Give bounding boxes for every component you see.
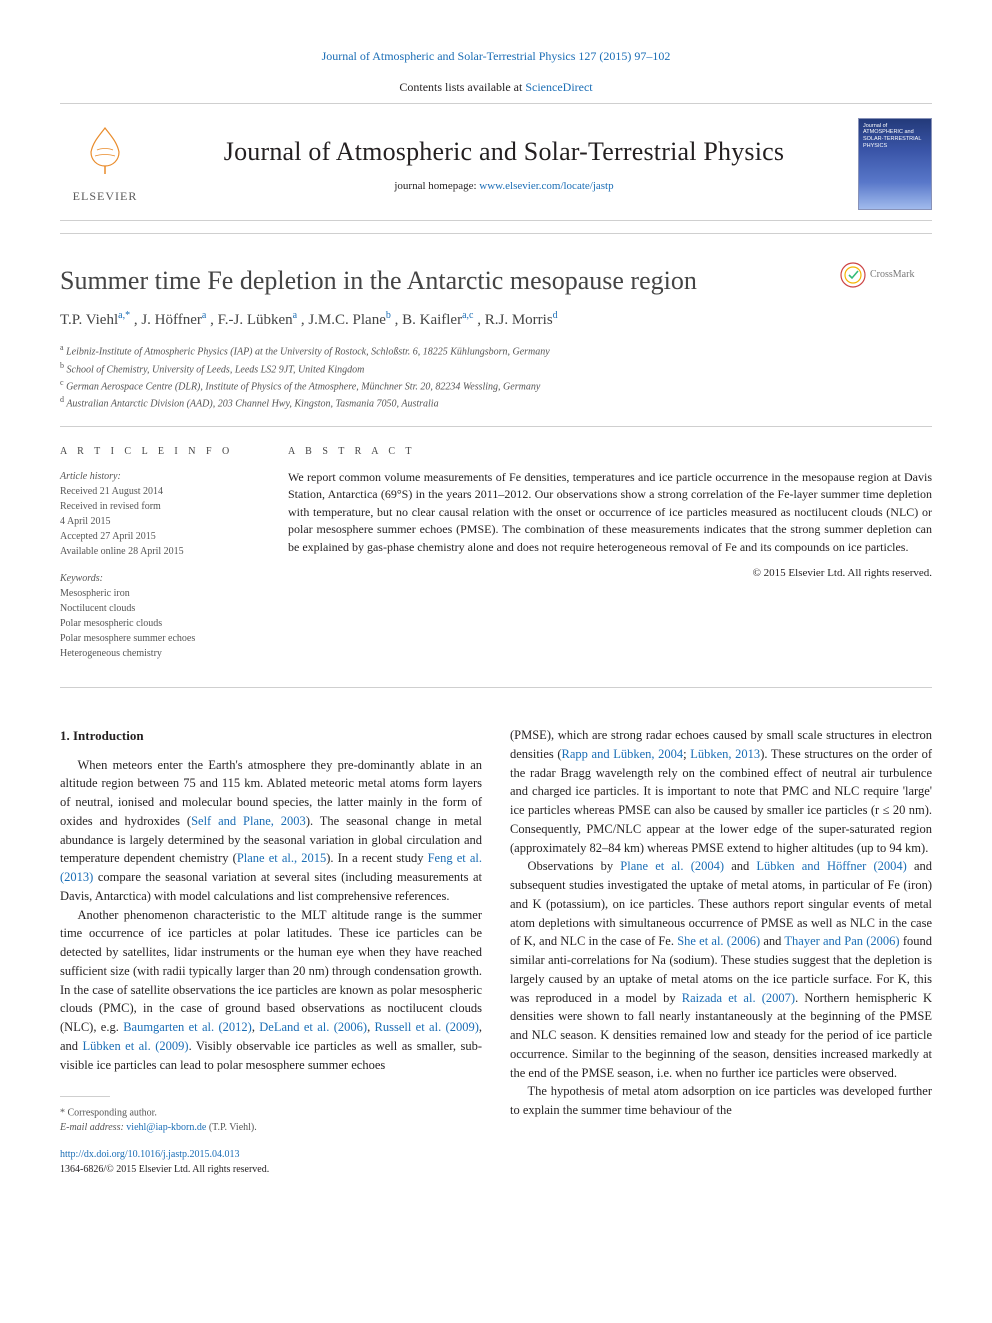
affiliations: a Leibniz-Institute of Atmospheric Physi…	[60, 342, 932, 411]
article-info-heading: A R T I C L E I N F O	[60, 445, 260, 460]
abstract-text: We report common volume measurements of …	[288, 469, 932, 556]
author-2-affil[interactable]: a	[202, 310, 206, 321]
affil-d: d Australian Antarctic Division (AAD), 2…	[60, 394, 932, 411]
ref-deland-2006[interactable]: DeLand et al. (2006)	[259, 1020, 367, 1034]
keywords-label: Keywords:	[60, 571, 260, 586]
ref-lubken-hoffner-2004[interactable]: Lübken and Höffner (2004)	[756, 859, 906, 873]
journal-reference: Journal of Atmospheric and Solar-Terrest…	[60, 48, 932, 65]
email-link[interactable]: viehl@iap-kborn.de	[126, 1122, 206, 1133]
affil-a: a Leibniz-Institute of Atmospheric Physi…	[60, 342, 932, 359]
section1-p2: Another phenomenon characteristic to the…	[60, 906, 482, 1075]
section1-p4: Observations by Plane et al. (2004) and …	[510, 857, 932, 1082]
doi-link[interactable]: http://dx.doi.org/10.1016/j.jastp.2015.0…	[60, 1149, 240, 1160]
section1-p1: When meteors enter the Earth's atmospher…	[60, 756, 482, 906]
keywords-block: Keywords: Mesospheric iron Noctilucent c…	[60, 571, 260, 661]
section1-p5: The hypothesis of metal atom adsorption …	[510, 1082, 932, 1120]
header-block: Journal of Atmospheric and Solar-Terrest…	[60, 48, 932, 234]
ref-she-2006[interactable]: She et al. (2006)	[677, 934, 760, 948]
issn-copyright-line: 1364-6826/© 2015 Elsevier Ltd. All right…	[60, 1162, 482, 1177]
homepage-link[interactable]: www.elsevier.com/locate/jastp	[479, 180, 613, 192]
authors-line: T.P. Viehla,* , J. Höffnera , F.-J. Lübk…	[60, 309, 932, 332]
keyword-3: Polar mesosphere summer echoes	[60, 631, 260, 646]
keyword-0: Mesospheric iron	[60, 586, 260, 601]
keyword-1: Noctilucent clouds	[60, 601, 260, 616]
ref-plane-2004[interactable]: Plane et al. (2004)	[620, 859, 724, 873]
body-columns: 1. Introduction When meteors enter the E…	[60, 726, 932, 1177]
journal-cover-thumbnail: Journal of ATMOSPHERIC and SOLAR-TERREST…	[858, 118, 932, 210]
title-row: Summer time Fe depletion in the Antarcti…	[60, 262, 932, 300]
ref-self-plane-2003[interactable]: Self and Plane, 2003	[191, 814, 306, 828]
email-line: E-mail address: viehl@iap-kborn.de (T.P.…	[60, 1121, 482, 1135]
sciencedirect-link[interactable]: ScienceDirect	[525, 80, 592, 94]
section1-p3: (PMSE), which are strong radar echoes ca…	[510, 726, 932, 857]
ref-raizada-2007[interactable]: Raizada et al. (2007)	[682, 991, 795, 1005]
contents-prefix: Contents lists available at	[399, 80, 525, 94]
elsevier-wordmark: ELSEVIER	[60, 188, 150, 205]
cover-text-3: SOLAR-TERRESTRIAL	[863, 136, 927, 143]
journal-reference-link[interactable]: Journal of Atmospheric and Solar-Terrest…	[322, 49, 671, 63]
author-4: , J.M.C. Plane	[301, 312, 386, 328]
divider-rule-top	[60, 426, 932, 427]
ref-lubken-2009[interactable]: Lübken et al. (2009)	[83, 1039, 189, 1053]
doi-block: http://dx.doi.org/10.1016/j.jastp.2015.0…	[60, 1147, 482, 1177]
history-online: Available online 28 April 2015	[60, 544, 260, 559]
ref-baumgarten-2012[interactable]: Baumgarten et al. (2012)	[123, 1020, 252, 1034]
abstract-heading: A B S T R A C T	[288, 445, 932, 460]
elsevier-logo: ELSEVIER	[60, 122, 150, 205]
homepage-label: journal homepage:	[394, 180, 479, 192]
crossmark-label: CrossMark	[870, 268, 914, 283]
author-2: , J. Höffner	[134, 312, 202, 328]
article-info-column: A R T I C L E I N F O Article history: R…	[60, 445, 260, 674]
cover-text-2: ATMOSPHERIC and	[863, 129, 927, 136]
cover-text-4: PHYSICS	[863, 143, 927, 150]
divider-rule-bottom	[60, 687, 932, 688]
section-1-heading: 1. Introduction	[60, 726, 482, 746]
elsevier-tree-icon	[77, 122, 133, 178]
journal-name-block: Journal of Atmospheric and Solar-Terrest…	[150, 133, 858, 195]
journal-band: ELSEVIER Journal of Atmospheric and Sola…	[60, 103, 932, 221]
crossmark-badge[interactable]: CrossMark	[840, 262, 932, 288]
ref-lubken-2013[interactable]: Lübken, 2013	[690, 747, 760, 761]
keyword-2: Polar mesospheric clouds	[60, 616, 260, 631]
history-received: Received 21 August 2014	[60, 484, 260, 499]
history-label: Article history:	[60, 469, 260, 484]
meta-abstract-row: A R T I C L E I N F O Article history: R…	[60, 445, 932, 674]
author-5-affil[interactable]: a,c	[462, 310, 473, 321]
author-6: , R.J. Morris	[477, 312, 552, 328]
history-accepted: Accepted 27 April 2015	[60, 529, 260, 544]
body-column-right: (PMSE), which are strong radar echoes ca…	[510, 726, 932, 1177]
affil-c: c German Aerospace Centre (DLR), Institu…	[60, 377, 932, 394]
author-1: T.P. Viehl	[60, 312, 118, 328]
history-revised-2: 4 April 2015	[60, 514, 260, 529]
footnote-separator	[60, 1096, 110, 1097]
author-6-affil[interactable]: d	[553, 310, 558, 321]
corresponding-author-note: * Corresponding author.	[60, 1103, 482, 1120]
ref-thayer-pan-2006[interactable]: Thayer and Pan (2006)	[784, 934, 899, 948]
history-revised-1: Received in revised form	[60, 499, 260, 514]
affil-b: b School of Chemistry, University of Lee…	[60, 360, 932, 377]
journal-name: Journal of Atmospheric and Solar-Terrest…	[150, 133, 858, 171]
body-column-left: 1. Introduction When meteors enter the E…	[60, 726, 482, 1177]
abstract-column: A B S T R A C T We report common volume …	[288, 445, 932, 674]
author-1-affil[interactable]: a,*	[118, 310, 130, 321]
cover-text-1: Journal of	[863, 123, 927, 130]
footnotes: * Corresponding author. E-mail address: …	[60, 1103, 482, 1134]
author-3: , F.-J. Lübken	[210, 312, 293, 328]
keyword-4: Heterogeneous chemistry	[60, 646, 260, 661]
ref-rapp-lubken-2004[interactable]: Rapp and Lübken, 2004	[562, 747, 684, 761]
author-5: , B. Kaifler	[395, 312, 462, 328]
article-title: Summer time Fe depletion in the Antarcti…	[60, 262, 697, 300]
crossmark-icon	[840, 262, 866, 288]
abstract-copyright: © 2015 Elsevier Ltd. All rights reserved…	[288, 566, 932, 582]
author-3-affil[interactable]: a	[293, 310, 297, 321]
ref-russell-2009[interactable]: Russell et al. (2009)	[375, 1020, 479, 1034]
author-4-affil[interactable]: b	[386, 310, 391, 321]
contents-available-line: Contents lists available at ScienceDirec…	[60, 79, 932, 96]
article-history-block: Article history: Received 21 August 2014…	[60, 469, 260, 559]
ref-plane-2015[interactable]: Plane et al., 2015	[237, 851, 326, 865]
journal-homepage-line: journal homepage: www.elsevier.com/locat…	[150, 179, 858, 195]
